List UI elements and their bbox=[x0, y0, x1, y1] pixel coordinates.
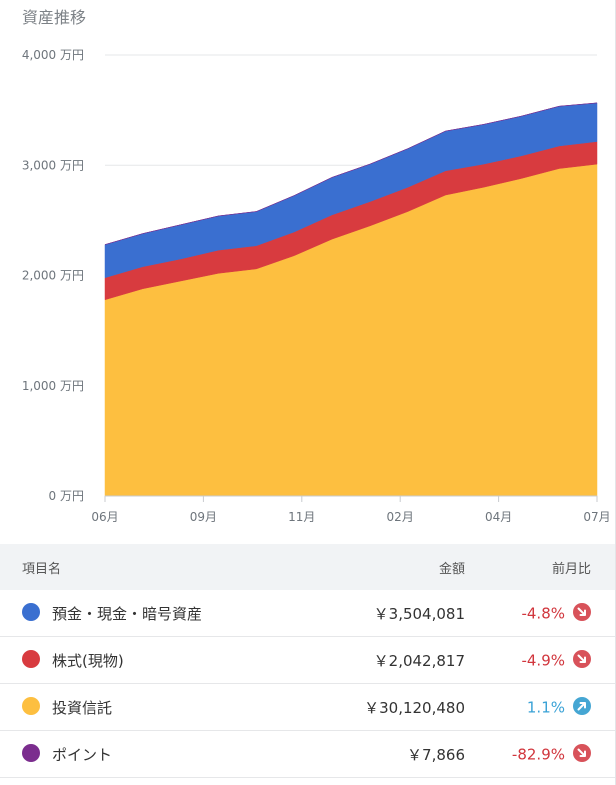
arrow-down-icon bbox=[573, 650, 591, 669]
row-change: -4.8% bbox=[521, 604, 565, 623]
area-series-3 bbox=[104, 102, 598, 245]
row-amount: ￥7,866 bbox=[407, 745, 465, 764]
table-row-deposits[interactable]: 預金・現金・暗号資産 ￥3,504,081 -4.8% bbox=[0, 590, 615, 637]
arrow-down-icon bbox=[573, 744, 591, 763]
row-name: 株式(現物) bbox=[52, 651, 124, 670]
y-tick-label: 2,000 万円 bbox=[22, 269, 84, 283]
row-name: 預金・現金・暗号資産 bbox=[52, 604, 203, 623]
row-amount: ￥3,504,081 bbox=[373, 604, 465, 623]
y-tick-label: 3,000 万円 bbox=[22, 158, 84, 172]
section-title: 資産推移 bbox=[22, 8, 87, 27]
y-tick-label: 0 万円 bbox=[49, 489, 84, 503]
x-tick-label: 07月 bbox=[583, 510, 610, 524]
x-tick-label: 11月 bbox=[288, 510, 315, 524]
x-tick-label: 09月 bbox=[190, 510, 217, 524]
table-header-row: 項目名 金額 前月比 bbox=[0, 544, 615, 590]
x-tick-label: 04月 bbox=[485, 510, 512, 524]
x-tick-label: 02月 bbox=[387, 510, 414, 524]
points-legend-dot bbox=[22, 744, 40, 762]
header-amount: 金額 bbox=[315, 544, 465, 590]
y-axis-ticks: 0 万円 1,000 万円 2,000 万円 3,000 万円 4,000 万円 bbox=[22, 48, 84, 503]
funds-legend-dot bbox=[22, 697, 40, 715]
row-name: ポイント bbox=[52, 745, 113, 764]
y-tick-label: 4,000 万円 bbox=[22, 48, 84, 62]
deposits-legend-dot bbox=[22, 603, 40, 621]
header-item-name: 項目名 bbox=[0, 544, 315, 590]
arrow-up-icon bbox=[573, 697, 591, 716]
chart-axis bbox=[104, 495, 598, 502]
x-tick-label: 06月 bbox=[91, 510, 118, 524]
row-change: -4.9% bbox=[521, 651, 565, 670]
row-name: 投資信託 bbox=[52, 698, 113, 717]
stocks-legend-dot bbox=[22, 650, 40, 668]
arrow-down-icon bbox=[573, 603, 591, 622]
chart-areas bbox=[104, 102, 598, 497]
row-change: -82.9% bbox=[511, 745, 565, 764]
table-row-points[interactable]: ポイント ￥7,866 -82.9% bbox=[0, 730, 615, 778]
x-axis-ticks: 06月 09月 11月 02月 04月 07月 bbox=[91, 510, 610, 524]
y-tick-label: 1,000 万円 bbox=[22, 379, 84, 393]
asset-area-chart[interactable]: 0 万円 1,000 万円 2,000 万円 3,000 万円 4,000 万円 06月… bbox=[0, 0, 616, 540]
header-month-change: 前月比 bbox=[465, 544, 615, 590]
table-row-stocks[interactable]: 株式(現物) ￥2,042,817 -4.9% bbox=[0, 636, 615, 684]
table-row-funds[interactable]: 投資信託 ￥30,120,480 1.1% bbox=[0, 683, 615, 731]
row-amount: ￥2,042,817 bbox=[373, 651, 465, 670]
row-amount: ￥30,120,480 bbox=[364, 698, 465, 717]
row-change: 1.1% bbox=[526, 698, 565, 717]
asset-breakdown-table: 項目名 金額 前月比 預金・現金・暗号資産 ￥3,504,081 -4.8% 株… bbox=[0, 544, 615, 778]
